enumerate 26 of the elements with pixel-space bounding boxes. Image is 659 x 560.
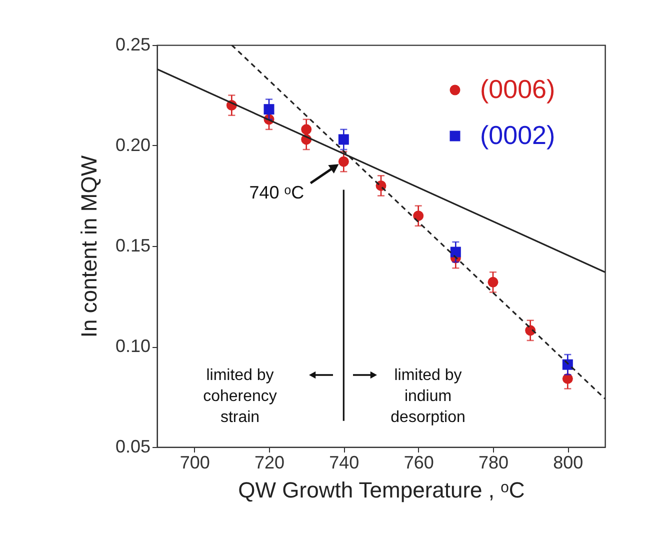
- y-tick-label: 0.05: [115, 436, 150, 456]
- point: [562, 359, 573, 370]
- y-axis-title: In content in MQW: [76, 155, 102, 338]
- y-tick-label: 0.15: [115, 236, 150, 256]
- point: [338, 134, 349, 145]
- y-tick-label: 0.25: [115, 34, 150, 54]
- x-tick-label: 700: [180, 452, 210, 472]
- x-tick-label: 760: [404, 452, 434, 472]
- x-tick-label: 740: [329, 452, 360, 472]
- annotation: limited by coherency strain: [203, 367, 277, 426]
- point: [338, 156, 349, 167]
- x-tick-label: 800: [553, 452, 584, 472]
- annotation: limited by indium desorption: [390, 367, 466, 426]
- point: [413, 210, 424, 222]
- point: [488, 276, 498, 288]
- point: [450, 246, 461, 258]
- point: [301, 124, 312, 135]
- x-tick-label: 720: [254, 452, 285, 472]
- point: [264, 104, 274, 115]
- x-tick-label: 780: [478, 452, 509, 472]
- legend-label: (0002): [480, 120, 556, 150]
- y-tick-label: 0.10: [115, 336, 150, 356]
- x-axis-title: QW Growth Temperature , ᵒC: [238, 478, 525, 502]
- annotation: 740 ᵒC: [249, 182, 304, 203]
- legend-label: (0006): [480, 74, 556, 104]
- y-tick-label: 0.20: [115, 135, 150, 155]
